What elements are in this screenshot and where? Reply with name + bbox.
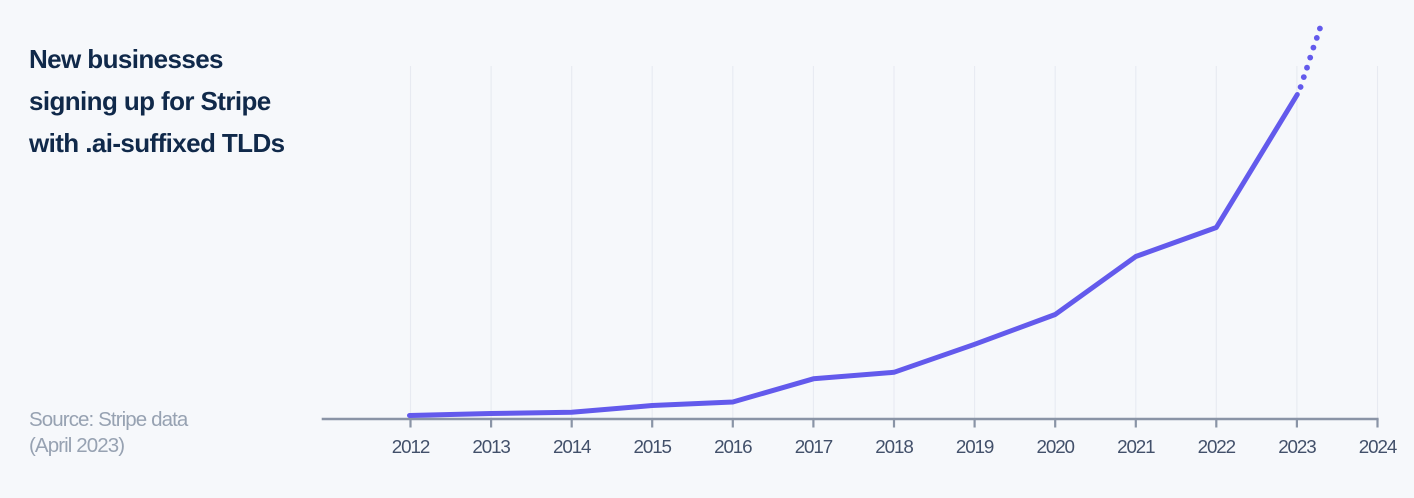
svg-text:signing up for Stripe: signing up for Stripe: [29, 86, 271, 116]
svg-text:2014: 2014: [553, 436, 591, 457]
svg-text:2016: 2016: [714, 436, 752, 457]
svg-text:2022: 2022: [1198, 436, 1236, 457]
svg-text:2012: 2012: [392, 436, 430, 457]
svg-text:2015: 2015: [634, 436, 672, 457]
svg-text:New businesses: New businesses: [29, 44, 223, 74]
svg-text:2013: 2013: [472, 436, 510, 457]
svg-text:2023: 2023: [1278, 436, 1316, 457]
svg-text:2021: 2021: [1117, 436, 1155, 457]
svg-text:2018: 2018: [875, 436, 913, 457]
svg-text:(April 2023): (April 2023): [29, 434, 124, 457]
svg-text:Source: Stripe data: Source: Stripe data: [29, 408, 189, 431]
svg-text:with .ai-suffixed TLDs: with .ai-suffixed TLDs: [28, 128, 285, 158]
svg-text:2019: 2019: [956, 436, 994, 457]
svg-text:2017: 2017: [795, 436, 833, 457]
svg-text:2024: 2024: [1359, 436, 1397, 457]
svg-text:2020: 2020: [1037, 436, 1075, 457]
